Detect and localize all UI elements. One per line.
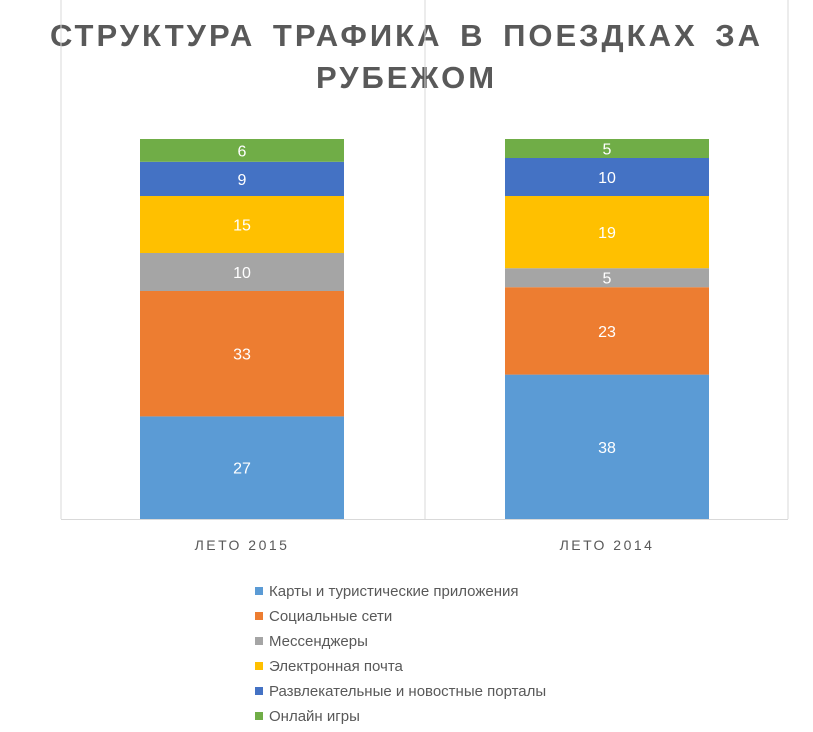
chart-title-line-2: РУБЕЖОМ (315, 60, 498, 95)
legend-item: Развлекательные и новостные порталы (255, 683, 546, 701)
bar-segment (140, 139, 344, 162)
data-label: 27 (233, 461, 251, 478)
data-label: 10 (598, 170, 616, 187)
data-label: 5 (603, 142, 612, 159)
legend-label: Социальные сети (269, 608, 393, 625)
bar-segment (505, 268, 709, 288)
bar-segment (505, 139, 709, 158)
data-label: 19 (598, 225, 616, 242)
bar-segment (505, 158, 709, 196)
legend-label: Онлайн игры (269, 708, 360, 725)
data-label: 9 (238, 172, 247, 189)
bar-segment (140, 196, 344, 253)
legend-label: Карты и туристические приложения (269, 583, 519, 600)
x-tick-label: ЛЕТО 2014 (560, 537, 655, 553)
legend-marker (255, 612, 263, 621)
data-label: 38 (598, 440, 616, 457)
data-label: 5 (603, 271, 612, 288)
legend-label: Электронная почта (269, 658, 403, 675)
data-label: 23 (598, 324, 616, 341)
legend-marker (255, 687, 263, 696)
bar-segment (505, 196, 709, 269)
legend-item: Социальные сети (255, 608, 392, 626)
legend-item: Онлайн игры (255, 708, 360, 726)
legend-label: Развлекательные и новостные порталы (269, 683, 547, 700)
x-tick-label: ЛЕТО 2015 (195, 537, 290, 553)
bar-segment (140, 416, 344, 519)
legend-item: Карты и туристические приложения (255, 583, 519, 601)
legend-marker (255, 587, 263, 596)
legend-label: Мессенджеры (269, 633, 368, 650)
data-label: 6 (238, 143, 247, 160)
legend-marker (255, 637, 263, 646)
bar-segment (505, 374, 709, 519)
legend-marker (255, 712, 263, 721)
legend-marker (255, 662, 263, 671)
data-label: 33 (233, 347, 251, 364)
bar-segment (140, 161, 344, 196)
data-label: 15 (233, 218, 251, 235)
data-label: 10 (233, 265, 251, 282)
chart-title-line-1: СТРУКТУРА ТРАФИКА В ПОЕЗДКАХ ЗА (49, 18, 764, 53)
bar-segment (140, 253, 344, 291)
legend-item: Мессенджеры (255, 633, 368, 651)
legend-item: Электронная почта (255, 658, 403, 676)
bar-segment (140, 291, 344, 417)
bar-segment (505, 287, 709, 375)
